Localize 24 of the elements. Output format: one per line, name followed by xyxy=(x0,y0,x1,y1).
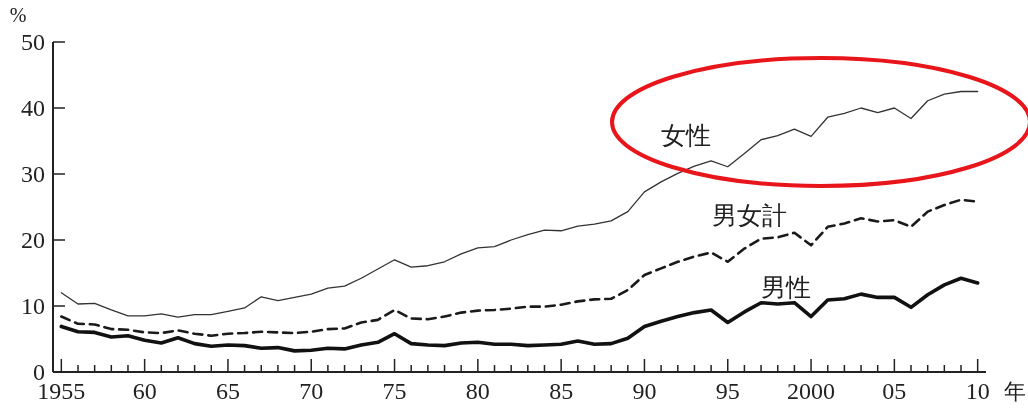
line-series xyxy=(59,276,980,353)
x-tick-label: 2000 xyxy=(787,378,836,404)
x-tick-label: 85 xyxy=(549,378,574,404)
y-axis-title: % xyxy=(9,4,27,26)
x-axis-title: 年 xyxy=(1004,379,1026,404)
x-tick-label: 60 xyxy=(132,378,157,404)
series-label: 女性 xyxy=(661,122,712,150)
y-tick-label: 20 xyxy=(21,227,45,253)
x-tick-label: 90 xyxy=(632,378,657,404)
x-tick-label: 65 xyxy=(215,378,240,404)
x-tick-label: 10 xyxy=(965,378,990,404)
series-label: 男女計 xyxy=(711,201,787,229)
x-tick-label: 75 xyxy=(382,378,407,404)
series-label: 男性 xyxy=(761,274,812,302)
x-tick-label: 95 xyxy=(715,378,740,404)
line-series xyxy=(60,90,979,318)
x-tick-label: 80 xyxy=(465,378,490,404)
y-tick-label: 40 xyxy=(21,95,45,121)
x-tick-label: 05 xyxy=(882,378,907,404)
x-tick-label: 70 xyxy=(299,378,324,404)
y-tick-label: 30 xyxy=(21,161,45,187)
y-tick-label: 0 xyxy=(33,359,45,385)
y-tick-label: 10 xyxy=(21,293,45,319)
y-tick-label: 50 xyxy=(21,29,45,55)
